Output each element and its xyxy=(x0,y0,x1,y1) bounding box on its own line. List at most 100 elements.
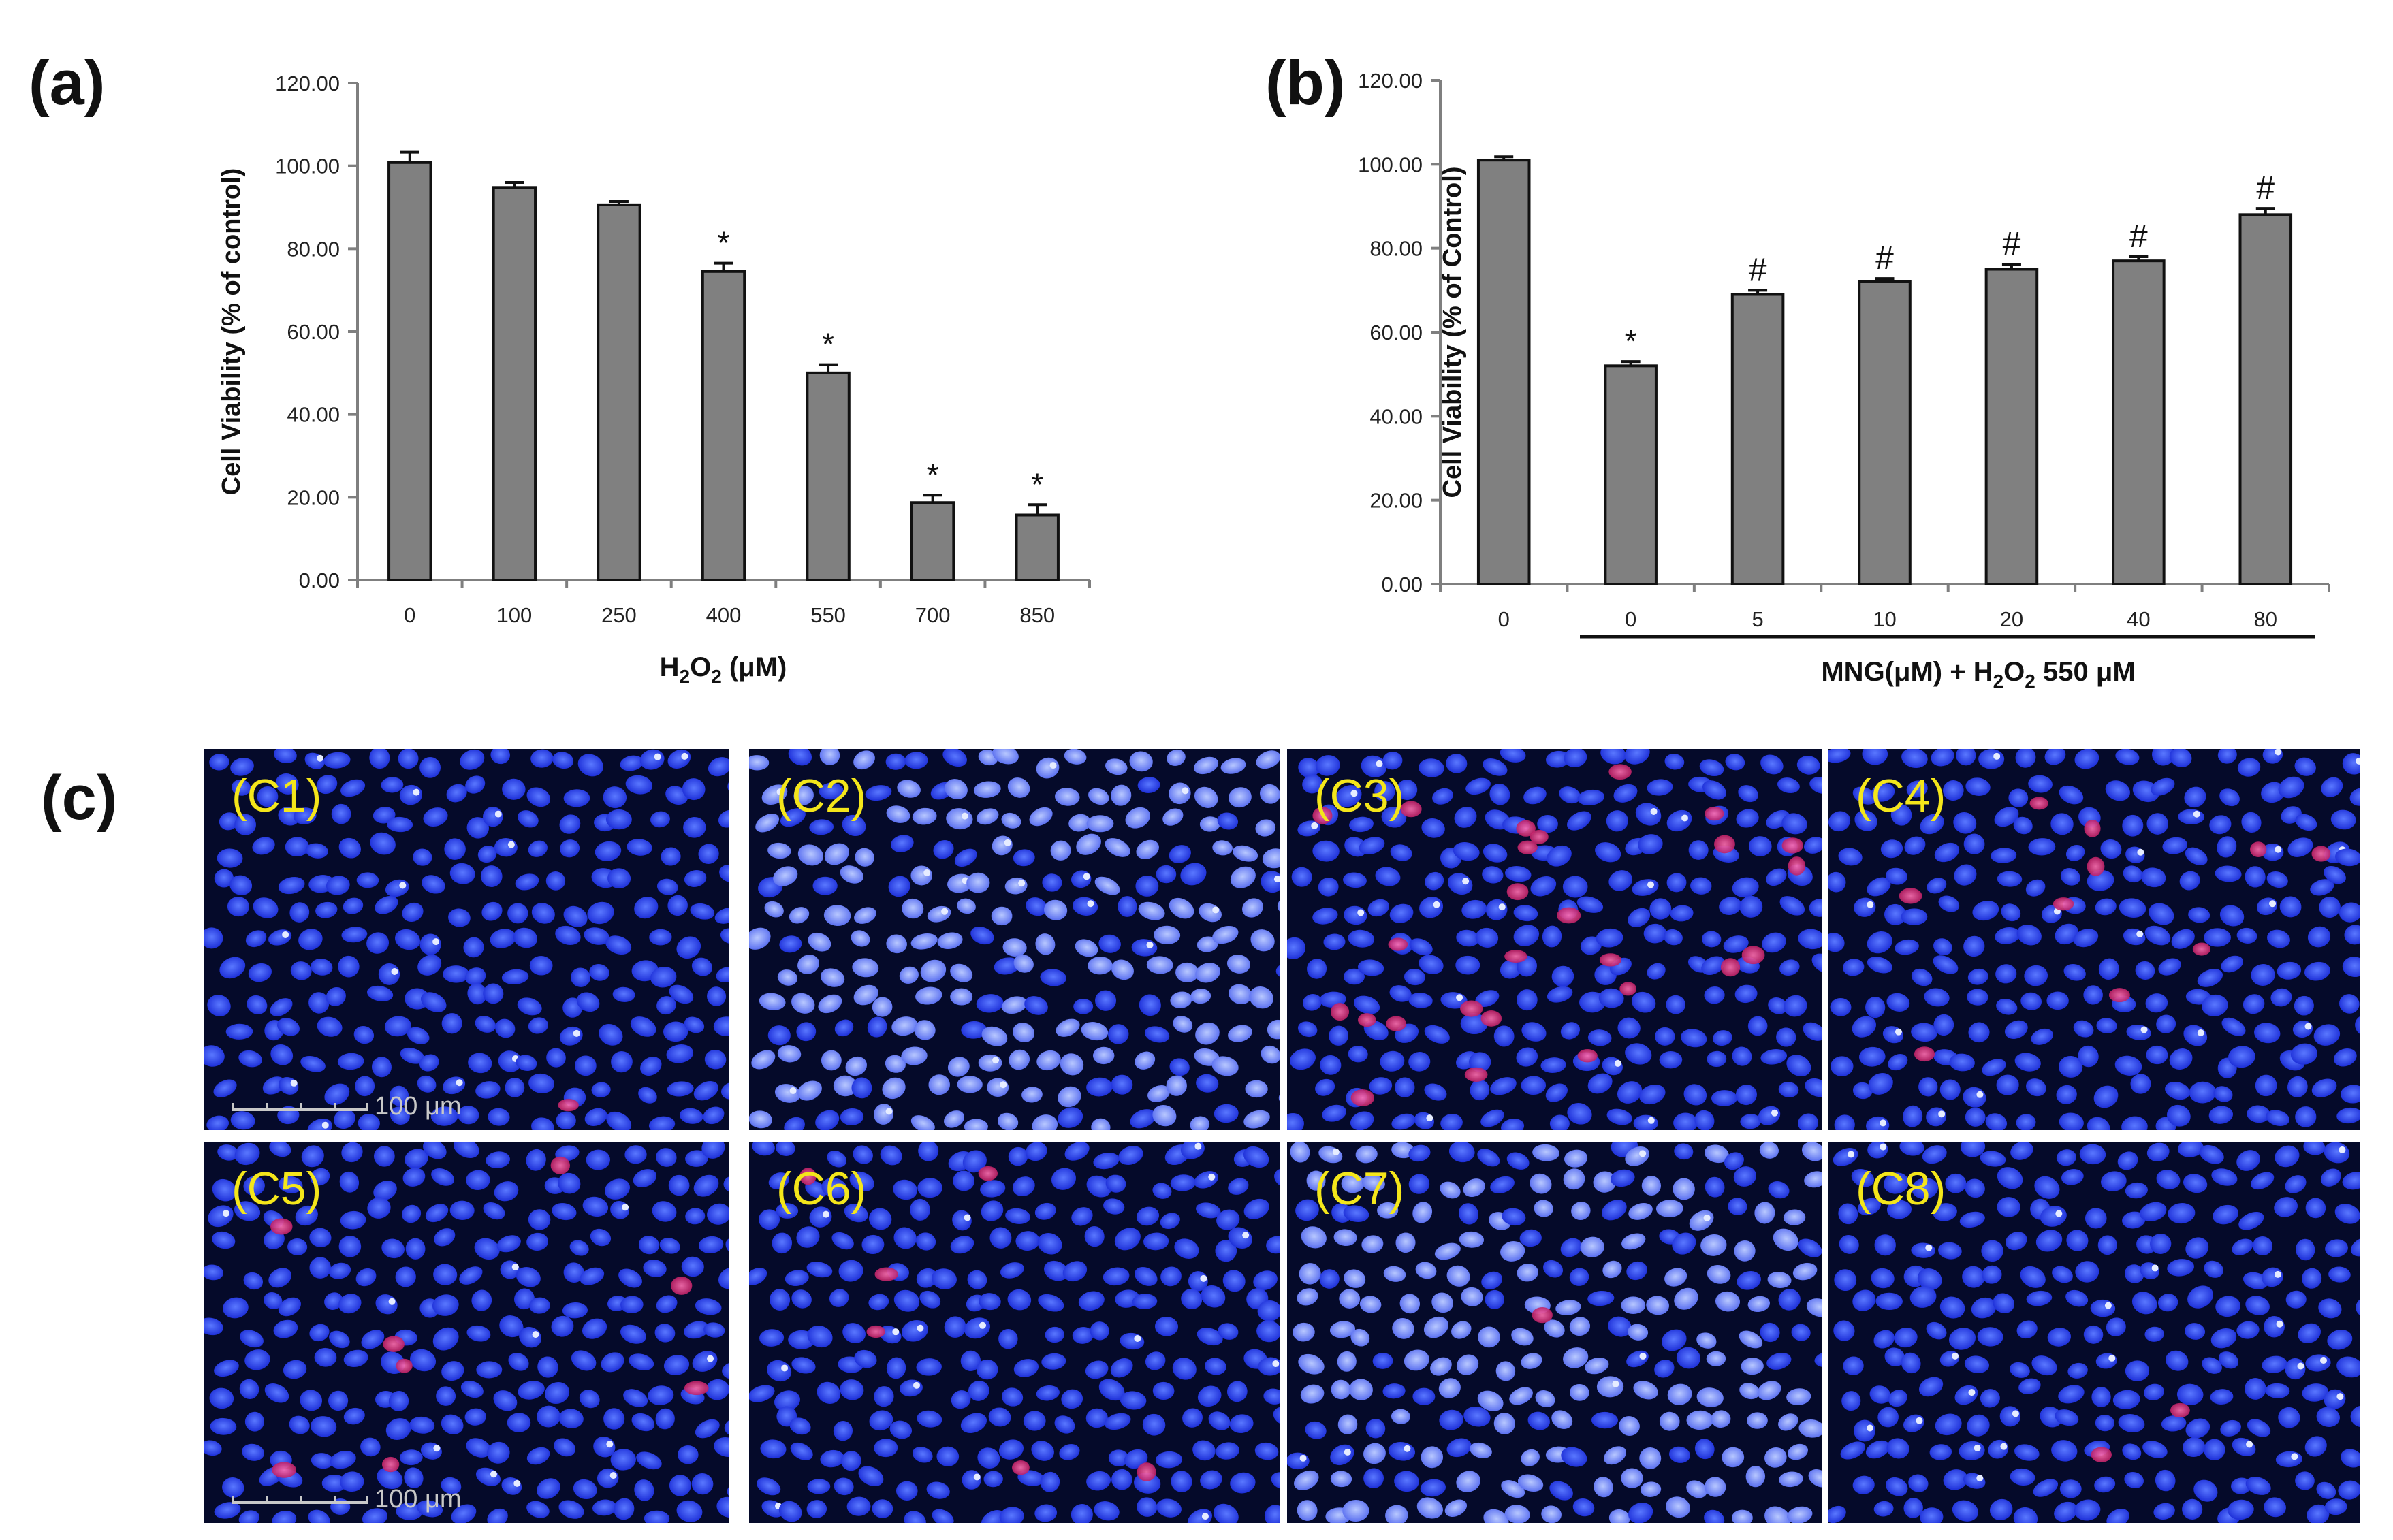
y-tick-label: 40.00 xyxy=(1369,404,1423,428)
cell-nuclei-image xyxy=(1828,1142,2360,1523)
micrograph-label: (C5) xyxy=(232,1163,322,1215)
x-tick-label: 10 xyxy=(1873,607,1896,631)
apoptotic-cell xyxy=(1741,946,1765,965)
nuclei-group xyxy=(749,749,1280,1130)
apoptotic-cell xyxy=(799,1168,817,1185)
apoptotic-cell xyxy=(1608,764,1632,780)
apoptotic-cell xyxy=(1788,856,1806,876)
x-tick-label: 0 xyxy=(1625,607,1636,631)
micrograph-2: (C2) xyxy=(749,749,1280,1130)
bar xyxy=(2112,259,2166,585)
apoptotic-cell xyxy=(550,1156,570,1174)
y-tick-label: 80.00 xyxy=(1369,237,1423,261)
cell-nuclei-image xyxy=(204,749,729,1130)
nuclei-group xyxy=(749,1142,1280,1523)
scale-bar-text: 100 μm xyxy=(375,1092,462,1121)
apoptotic-cell xyxy=(272,1462,297,1478)
micrograph-label: (C8) xyxy=(1856,1163,1946,1215)
apoptotic-cell xyxy=(1386,1016,1407,1031)
x-axis-label: H2O2 (μM) xyxy=(660,652,787,687)
apoptotic-cell xyxy=(1350,1089,1375,1106)
apoptotic-cell xyxy=(1388,937,1408,951)
apoptotic-cell xyxy=(1460,1000,1483,1017)
scale-bar-tick xyxy=(300,1103,302,1111)
apoptotic-cell xyxy=(1464,1067,1488,1082)
nuclei-group xyxy=(204,749,729,1130)
scale-bar-text: 100 μm xyxy=(375,1485,462,1513)
x-tick-label: 100 xyxy=(496,603,532,627)
bar xyxy=(910,501,955,581)
panel-label-a: (a) xyxy=(29,48,106,118)
apoptotic-cell xyxy=(1400,801,1422,818)
y-tick-label: 100.00 xyxy=(275,155,340,178)
apoptotic-cell xyxy=(1312,807,1333,824)
bar xyxy=(597,203,641,582)
nuclei-group xyxy=(1828,749,2360,1130)
scale-bar-tick xyxy=(366,1103,368,1111)
micrograph-label: (C3) xyxy=(1314,770,1405,822)
scale-bar: 100 μm xyxy=(232,1485,518,1515)
significance-marker: # xyxy=(2256,170,2275,206)
apoptotic-cell xyxy=(2087,856,2105,876)
y-axis-label: Cell Viability (% of Control) xyxy=(1438,167,1467,498)
apoptotic-cell xyxy=(1599,953,1621,967)
apoptotic-cell xyxy=(671,1277,693,1295)
bar xyxy=(1604,364,1658,585)
significance-marker: # xyxy=(2129,219,2148,255)
bar-chart-b: 0.00 20.00 40.00 60.00 80.00 100.00 120.00 0 * 0 #… xyxy=(1358,69,2330,692)
micrograph-label: (C7) xyxy=(1314,1163,1405,1215)
scale-bar-tick xyxy=(266,1103,268,1111)
apoptotic-cell xyxy=(1012,1460,1030,1475)
y-axis-label: Cell Viability (% of control) xyxy=(217,168,246,496)
scale-bar: 100 μm xyxy=(232,1092,518,1122)
x-tick-label: 250 xyxy=(601,603,637,627)
apoptotic-cell xyxy=(1516,820,1536,837)
y-tick-label: 120.00 xyxy=(1358,69,1423,93)
bar xyxy=(2238,213,2293,586)
significance-marker: * xyxy=(822,327,834,362)
x-tick-label: 40 xyxy=(2127,607,2150,631)
apoptotic-cell xyxy=(270,1218,293,1235)
y-tick-label: 100.00 xyxy=(1358,153,1423,176)
x-tick-label: 80 xyxy=(2254,607,2277,631)
panel-label-b: (b) xyxy=(1265,48,1346,118)
micrograph-label: (C2) xyxy=(776,770,867,822)
apoptotic-cell xyxy=(2192,942,2210,956)
cell-nuclei-image xyxy=(1287,1142,1822,1523)
apoptotic-cell xyxy=(2108,988,2130,1003)
apoptotic-cell xyxy=(1714,835,1735,854)
y-tick-label: 0.00 xyxy=(299,568,340,592)
bar xyxy=(1476,159,1531,585)
micrograph-label: (C6) xyxy=(776,1163,867,1215)
apoptotic-cell xyxy=(1517,840,1538,854)
x-tick-label: 5 xyxy=(1752,607,1763,631)
y-tick-label: 120.00 xyxy=(275,71,340,95)
micrograph-label: (C1) xyxy=(232,770,322,822)
micrograph-grid: (C1) 100 μm (C2) (C3) (C4) (C5) 100 μm (C6… xyxy=(204,749,2370,1525)
apoptotic-cell xyxy=(866,1325,885,1338)
x-tick-label: 850 xyxy=(1019,603,1055,627)
apoptotic-cell xyxy=(396,1358,413,1373)
x-tick-label: 0 xyxy=(1498,607,1510,631)
cell-nuclei-image xyxy=(1828,749,2360,1130)
bar xyxy=(1015,513,1060,581)
micrograph-5: (C5) 100 μm xyxy=(204,1142,729,1523)
x-tick-label: 0 xyxy=(404,603,415,627)
scale-bar-tick xyxy=(334,1496,336,1504)
y-tick-label: 20.00 xyxy=(1369,489,1423,513)
y-tick-label: 60.00 xyxy=(287,320,340,344)
panel-label-c: (c) xyxy=(41,763,118,833)
nuclei-group xyxy=(204,1142,729,1523)
apoptotic-cell xyxy=(1532,1306,1553,1324)
apoptotic-cell xyxy=(2170,1402,2190,1418)
x-tick-label: 20 xyxy=(2000,607,2023,631)
scale-bar-tick xyxy=(232,1496,234,1504)
bar xyxy=(1984,268,2039,585)
bar xyxy=(1858,280,1912,585)
x-tick-label: 700 xyxy=(915,603,951,627)
micrograph-7: (C7) xyxy=(1287,1142,1822,1523)
micrograph-6: (C6) xyxy=(749,1142,1280,1523)
scale-bar-tick xyxy=(366,1496,368,1504)
apoptotic-cell xyxy=(684,1381,709,1396)
apoptotic-cell xyxy=(1480,1010,1502,1027)
